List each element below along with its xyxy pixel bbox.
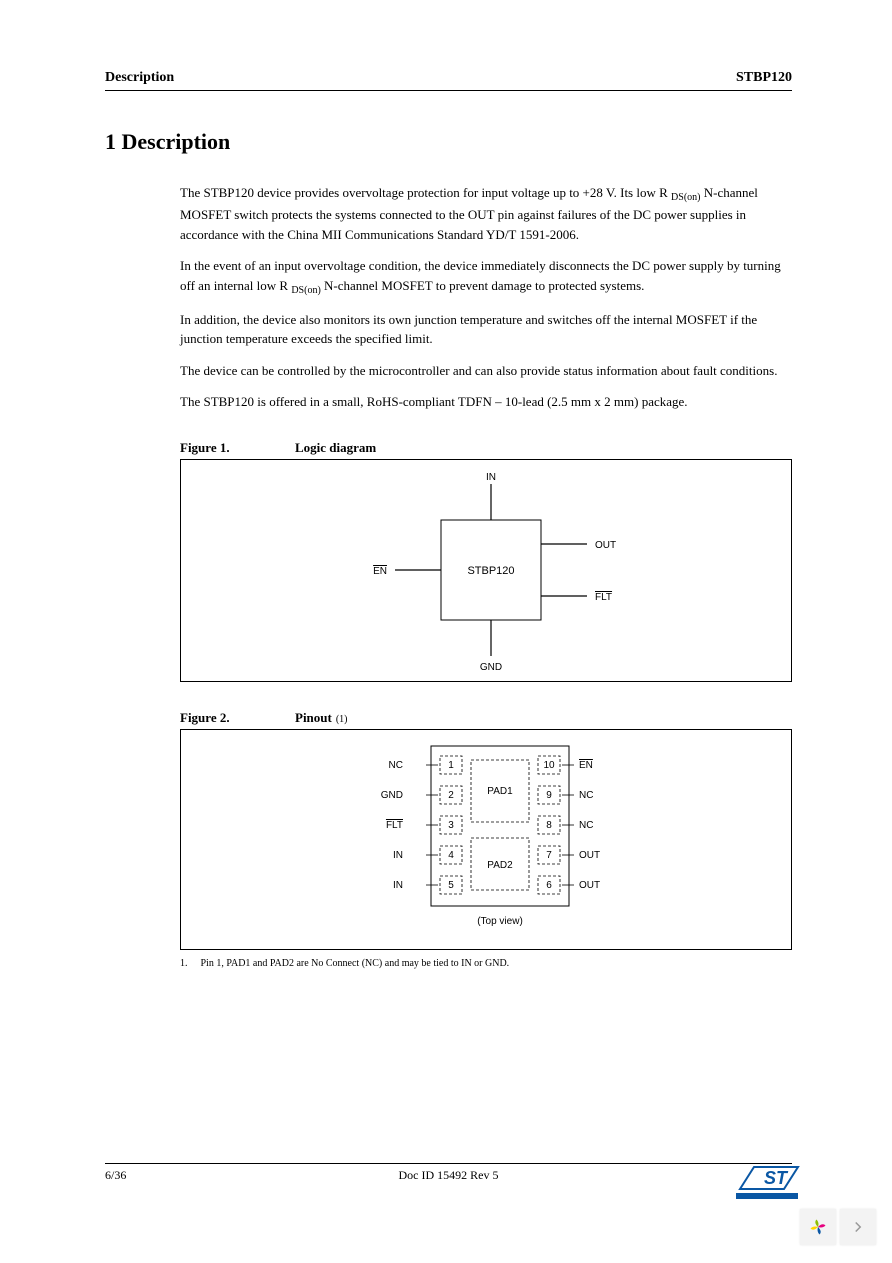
figure1-caption: Figure 1. Logic diagram <box>180 440 792 460</box>
svg-text:8: 8 <box>546 820 552 831</box>
svg-text:2: 2 <box>448 790 454 801</box>
fig1-gnd: GND <box>480 662 502 673</box>
st-logo: ST <box>732 1159 802 1208</box>
fig2-pad1: PAD1 <box>487 786 513 797</box>
paragraph-5: The STBP120 is offered in a small, RoHS-… <box>180 392 792 412</box>
svg-text:OUT: OUT <box>579 880 600 891</box>
svg-text:IN: IN <box>393 850 403 861</box>
figure1-svg: STBP120 IN GND EN OUT FLT <box>181 460 791 682</box>
chevron-right-icon <box>849 1218 867 1236</box>
fig2-pad2: PAD2 <box>487 860 513 871</box>
fig1-flt: FLT <box>595 592 612 603</box>
figure2-label: Figure 2. <box>180 710 295 726</box>
rdson-2: DS(on) <box>288 278 321 293</box>
figure1-frame: STBP120 IN GND EN OUT FLT <box>180 460 792 682</box>
nav-next-button[interactable] <box>840 1209 876 1245</box>
fig1-out: OUT <box>595 540 616 551</box>
svg-text:4: 4 <box>448 850 454 861</box>
nav-logo-button[interactable] <box>800 1209 836 1245</box>
svg-text:GND: GND <box>381 790 403 801</box>
running-header: Description STBP120 <box>105 70 792 91</box>
header-left: Description <box>105 70 174 86</box>
figure2-sup: (1) <box>336 714 348 725</box>
svg-text:NC: NC <box>579 790 593 801</box>
fig1-chip-label: STBP120 <box>467 565 514 577</box>
svg-text:1: 1 <box>448 760 454 771</box>
figure2-frame: PAD1 PAD2 (Top view) 1 NC 2 GND 3 FLT 4 IN 5 IN 10… <box>180 730 792 950</box>
svg-text:5: 5 <box>448 880 454 891</box>
paragraph-2: In the event of an input overvoltage con… <box>180 256 792 298</box>
svg-text:ST: ST <box>764 1168 789 1188</box>
svg-text:NC: NC <box>579 820 593 831</box>
rdson-sub-1: DS(on) <box>671 192 700 203</box>
figure2-svg: PAD1 PAD2 (Top view) 1 NC 2 GND 3 FLT 4 IN 5 IN 10… <box>181 730 791 950</box>
paragraph-1: The STBP120 device provides overvoltage … <box>180 183 792 244</box>
figure2-title: Pinout <box>295 710 332 726</box>
header-right: STBP120 <box>736 70 792 86</box>
body-content: The STBP120 device provides overvoltage … <box>180 183 792 969</box>
fig1-in: IN <box>486 472 496 483</box>
svg-text:6: 6 <box>546 880 552 891</box>
fig2-topview: (Top view) <box>477 916 523 927</box>
section-title-text: Description <box>122 129 231 154</box>
svg-text:FLT: FLT <box>386 820 403 831</box>
svg-text:10: 10 <box>543 760 555 771</box>
footnote-num: 1. <box>180 958 198 969</box>
footer-docid: Doc ID 15492 Rev 5 <box>399 1168 499 1183</box>
rdson-sub-2: DS(on) <box>291 285 320 296</box>
svg-text:EN: EN <box>579 760 593 771</box>
p2b: N-channel MOSFET to prevent damage to pr… <box>324 278 644 293</box>
fig1-en: EN <box>373 566 387 577</box>
rdson-1: DS(on) <box>668 185 701 200</box>
paragraph-3: In addition, the device also monitors it… <box>180 310 792 349</box>
svg-text:3: 3 <box>448 820 454 831</box>
p1a: The STBP120 device provides overvoltage … <box>180 185 668 200</box>
figure1-title: Logic diagram <box>295 440 376 456</box>
flower-icon <box>809 1218 827 1236</box>
svg-text:7: 7 <box>546 850 552 861</box>
figure2-caption: Figure 2. Pinout (1) <box>180 710 792 730</box>
figure1-label: Figure 1. <box>180 440 295 456</box>
footnote-1: 1. Pin 1, PAD1 and PAD2 are No Connect (… <box>180 958 792 969</box>
section-number: 1 <box>105 129 116 154</box>
page-footer: 6/36 Doc ID 15492 Rev 5 <box>105 1163 792 1183</box>
nav-buttons <box>800 1209 876 1245</box>
footer-page: 6/36 <box>105 1168 126 1183</box>
svg-text:9: 9 <box>546 790 552 801</box>
svg-text:OUT: OUT <box>579 850 600 861</box>
section-heading: 1 Description <box>105 129 792 155</box>
footnote-text: Pin 1, PAD1 and PAD2 are No Connect (NC)… <box>201 958 510 969</box>
svg-text:IN: IN <box>393 880 403 891</box>
paragraph-4: The device can be controlled by the micr… <box>180 361 792 381</box>
svg-text:NC: NC <box>389 760 403 771</box>
